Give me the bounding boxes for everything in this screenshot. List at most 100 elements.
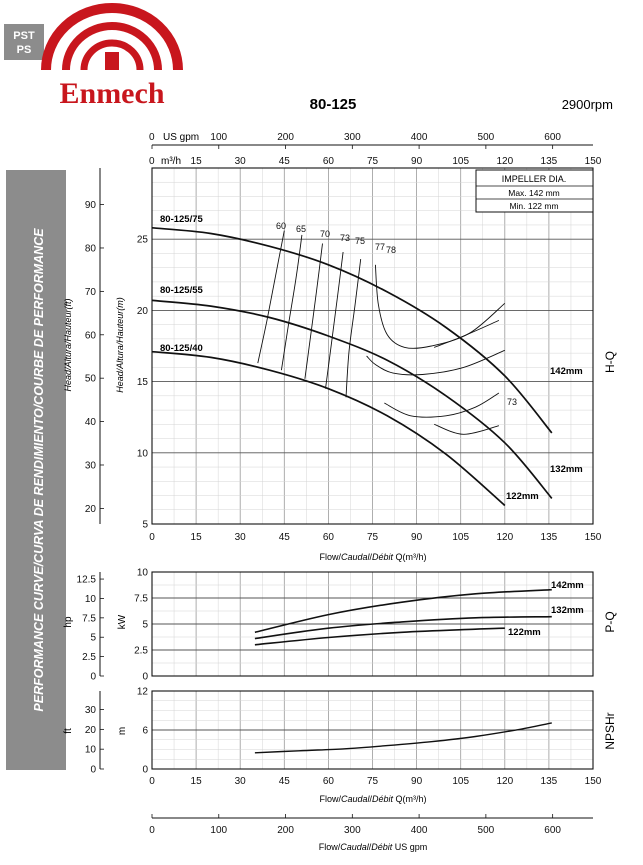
impeller-model-label: 80-125/40 xyxy=(160,343,203,354)
kw-tick-label: 2.5 xyxy=(134,646,148,657)
bottom-gpm-tick-label: 0 xyxy=(149,825,155,836)
efficiency-line-65 xyxy=(280,234,303,371)
us-gpm-axis-unit: US gpm xyxy=(163,132,199,143)
pq-curve-142mm xyxy=(254,588,552,634)
hp-tick-label: 10 xyxy=(85,594,97,605)
m3h-tick-label: 150 xyxy=(585,156,602,167)
x-tick-label: 75 xyxy=(367,532,379,543)
efficiency-label-70: 70 xyxy=(320,229,330,239)
impeller-table-max: Max. 142 mm xyxy=(508,188,560,198)
speed-label: 2900rpm xyxy=(562,97,613,112)
hp-tick-label: 0 xyxy=(90,672,96,683)
gpm-tick-label: 400 xyxy=(411,132,428,143)
plot-frame xyxy=(151,571,594,677)
ft-axis-label: ft xyxy=(63,728,74,734)
x-tick-label: 90 xyxy=(411,532,423,543)
npsh-x-tick-label: 75 xyxy=(367,776,379,787)
model-title: 80-125 xyxy=(310,96,357,113)
plot-frame xyxy=(151,167,594,525)
efficiency-label-73: 73 xyxy=(340,233,350,243)
m-tick-label: 15 xyxy=(137,377,149,388)
pq-curve-label-122mm: 122mm xyxy=(508,627,541,638)
pq-curve-122mm xyxy=(254,627,505,646)
m3h-tick-label: 75 xyxy=(367,156,379,167)
npsh-x-tick-label: 0 xyxy=(149,776,155,787)
efficiency-contour-73 xyxy=(434,423,500,435)
npsh-curve xyxy=(254,722,552,754)
ft-tick-label: 50 xyxy=(85,374,97,385)
hp-axis-label: hp xyxy=(63,616,74,628)
flow-axis-label-hq: Flow/Caudal/Débit Q(m³/h) xyxy=(319,552,426,562)
logo-badge-line2: PS xyxy=(17,44,32,56)
npsh-m-tick-label: 6 xyxy=(142,726,148,737)
efficiency-line-60 xyxy=(257,230,285,364)
hq-panel: 20 30 40 50 60 70 80 90 5 10 15 20 25 0 15 30 45 60 75 90 10… xyxy=(85,167,602,543)
npsh-x-tick-label: 30 xyxy=(235,776,247,787)
m3h-tick-label: 105 xyxy=(452,156,469,167)
npsh-label: NPSHr xyxy=(603,712,617,749)
plot-frame xyxy=(151,690,594,770)
efficiency-label-60: 60 xyxy=(276,221,286,231)
x-tick-label: 150 xyxy=(585,532,602,543)
npsh-ft-tick-label: 10 xyxy=(85,745,97,756)
bottom-gpm-tick-label: 600 xyxy=(544,825,561,836)
side-banner xyxy=(6,170,66,770)
impeller-table: IMPELLER DIA. Max. 142 mm Min. 122 mm xyxy=(475,169,594,213)
hq-curve-132mm xyxy=(151,299,553,499)
pq-panel: 0 2.5 5 7.5 10 12.5 0 2.5 5 7.5 10 142mm 132mm 122mm xyxy=(77,568,594,683)
impeller-table-min: Min. 122 mm xyxy=(509,201,558,211)
x-tick-label: 60 xyxy=(323,532,335,543)
flow-axis-label-gpm: Flow/Caudal/Débit US gpm xyxy=(319,842,428,852)
flow-axis-label-npsh: Flow/Caudal/Débit Q(m³/h) xyxy=(319,794,426,804)
hq-curve-label-122mm: 122mm xyxy=(506,491,539,502)
kw-axis-label: kW xyxy=(117,614,128,629)
m-tick-label: 10 xyxy=(137,448,149,459)
gpm-tick-label: 600 xyxy=(544,132,561,143)
kw-tick-label: 5 xyxy=(142,620,148,631)
efficiency-line-73 xyxy=(325,251,344,389)
kw-tick-label: 7.5 xyxy=(134,594,148,605)
bottom-gpm-tick-label: 400 xyxy=(411,825,428,836)
head-ft-axis-label: Head/Altura/Hauteur(ft) xyxy=(63,298,73,391)
bottom-gpm-tick-label: 300 xyxy=(344,825,361,836)
efficiency-label-78: 78 xyxy=(386,245,396,255)
m-axis-label: m xyxy=(117,727,128,735)
gpm-tick-label: 200 xyxy=(277,132,294,143)
logo: PST PS Enmech xyxy=(4,3,183,110)
gpm-tick-label: 300 xyxy=(344,132,361,143)
top-flow-axes: 100 200 300 400 500 600 0 15 30 45 60 75 90 105 120 135… xyxy=(149,132,602,172)
efficiency-contour-73 xyxy=(384,392,500,418)
bottom-gpm-tick-label: 100 xyxy=(210,825,227,836)
m3h-tick-label: 45 xyxy=(279,156,291,167)
pq-curve-label-132mm: 132mm xyxy=(551,605,584,616)
npsh-x-tick-label: 150 xyxy=(585,776,602,787)
m3h-tick-label: 15 xyxy=(191,156,203,167)
x-tick-label: 135 xyxy=(541,532,558,543)
hp-tick-label: 7.5 xyxy=(82,613,96,624)
x-tick-label: 0 xyxy=(149,532,155,543)
impeller-model-label: 80-125/55 xyxy=(160,285,204,296)
m3h-tick-label: 0 xyxy=(149,156,155,167)
ft-tick-label: 60 xyxy=(85,330,97,341)
npsh-ft-tick-label: 20 xyxy=(85,725,97,736)
m3h-tick-label: 135 xyxy=(541,156,558,167)
npsh-x-tick-label: 15 xyxy=(191,776,203,787)
efficiency-label-77: 77 xyxy=(375,242,385,252)
bottom-gpm-tick-label: 200 xyxy=(277,825,294,836)
logo-arcs-icon xyxy=(41,3,183,71)
x-tick-label: 15 xyxy=(191,532,203,543)
efficiency-label-75: 75 xyxy=(355,236,365,246)
x-tick-label: 30 xyxy=(235,532,247,543)
hp-tick-label: 2.5 xyxy=(82,652,96,663)
npsh-x-tick-label: 60 xyxy=(323,776,335,787)
npsh-m-tick-label: 0 xyxy=(142,765,148,776)
npsh-x-tick-label: 45 xyxy=(279,776,291,787)
npsh-x-tick-label: 90 xyxy=(411,776,423,787)
ft-tick-label: 80 xyxy=(85,243,97,254)
npsh-ft-tick-label: 0 xyxy=(90,765,96,776)
pq-label: P-Q xyxy=(603,611,617,632)
ft-tick-label: 70 xyxy=(85,287,97,298)
ft-tick-label: 30 xyxy=(85,460,97,471)
